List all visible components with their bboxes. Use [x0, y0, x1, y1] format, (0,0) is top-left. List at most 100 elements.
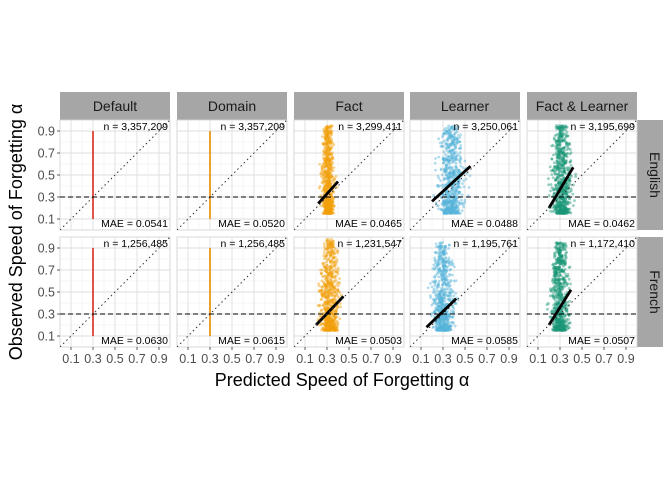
data-point	[555, 127, 559, 131]
data-point	[450, 143, 453, 147]
data-point	[327, 208, 330, 212]
data-point	[557, 291, 561, 295]
data-point	[329, 264, 333, 268]
data-point	[455, 199, 459, 203]
data-point	[554, 282, 558, 285]
data-point	[441, 277, 445, 281]
data-point	[561, 320, 565, 324]
data-point	[332, 326, 336, 330]
data-point	[554, 270, 558, 274]
data-point	[445, 328, 449, 332]
data-point	[568, 148, 572, 151]
data-point	[326, 179, 330, 183]
data-point	[439, 316, 442, 319]
data-point	[560, 150, 564, 154]
data-point	[443, 251, 447, 254]
data-point	[440, 327, 444, 330]
data-point	[434, 328, 438, 332]
fit-line	[547, 166, 575, 209]
data-point	[554, 140, 558, 143]
data-point	[334, 315, 337, 319]
data-point	[446, 138, 449, 142]
data-point	[557, 251, 561, 254]
data-point	[562, 203, 565, 207]
data-point	[564, 207, 568, 211]
data-point	[329, 278, 333, 282]
data-point	[438, 257, 442, 261]
data-point	[561, 158, 564, 162]
data-point	[335, 315, 339, 319]
data-point	[460, 209, 464, 213]
data-point	[563, 132, 567, 136]
data-point	[441, 157, 445, 160]
data-point	[435, 293, 438, 297]
data-point	[447, 200, 451, 204]
data-point	[454, 200, 458, 204]
data-point	[447, 128, 451, 132]
data-point	[334, 328, 337, 332]
data-point	[325, 315, 329, 319]
data-point	[322, 142, 325, 146]
data-point	[560, 292, 564, 296]
data-point	[443, 212, 447, 215]
data-point	[328, 138, 332, 141]
data-point	[563, 154, 566, 157]
data-point	[448, 210, 452, 214]
data-point	[451, 263, 455, 266]
data-point	[553, 207, 557, 210]
data-point	[327, 209, 331, 213]
data-point	[443, 202, 446, 206]
data-point	[436, 303, 440, 306]
data-point	[331, 326, 335, 329]
data-point	[329, 298, 333, 302]
data-point	[557, 150, 561, 153]
data-point	[557, 296, 561, 300]
data-point	[454, 211, 458, 215]
data-point	[443, 200, 446, 203]
data-point	[448, 274, 452, 277]
data-point	[440, 244, 443, 248]
data-point	[447, 136, 451, 140]
data-point	[545, 307, 549, 311]
data-point	[555, 187, 558, 191]
data-point	[552, 273, 556, 277]
data-point	[324, 328, 328, 332]
data-point	[444, 211, 447, 215]
data-point	[552, 328, 556, 332]
data-point	[561, 202, 565, 205]
data-point	[451, 141, 454, 145]
data-point	[444, 302, 448, 306]
data-point	[444, 328, 448, 332]
data-point	[336, 288, 340, 292]
data-point	[439, 145, 443, 149]
data-point	[329, 130, 333, 133]
data-point	[449, 295, 452, 298]
data-point	[328, 318, 332, 322]
data-point	[436, 260, 440, 264]
data-point	[333, 315, 337, 319]
data-point	[561, 326, 565, 330]
data-point	[442, 259, 446, 262]
data-point	[454, 157, 458, 161]
data-point	[557, 181, 561, 185]
data-point	[321, 177, 325, 181]
data-point	[564, 280, 568, 284]
data-point	[447, 208, 451, 212]
data-point	[327, 317, 331, 321]
data-point	[563, 207, 567, 211]
data-point	[457, 185, 461, 189]
data-point	[553, 289, 557, 293]
data-point	[328, 180, 332, 184]
data-point	[445, 212, 449, 215]
data-point	[326, 315, 329, 319]
data-point	[551, 267, 555, 270]
data-point	[454, 128, 458, 132]
data-point	[561, 209, 565, 213]
data-point	[445, 129, 449, 133]
data-point	[325, 202, 329, 205]
data-point	[439, 326, 443, 330]
data-point	[441, 328, 445, 332]
data-point	[455, 137, 459, 141]
data-point	[330, 129, 334, 133]
